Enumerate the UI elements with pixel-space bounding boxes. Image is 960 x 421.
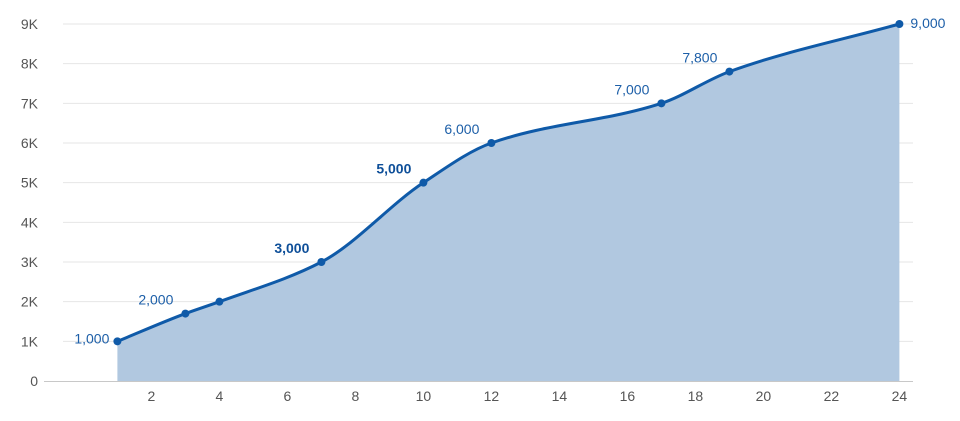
y-tick-label: 0 (30, 373, 38, 389)
y-tick-label: 6K (21, 135, 39, 151)
data-label: 1,000 (74, 330, 109, 346)
x-tick-label: 4 (216, 388, 224, 404)
x-tick-label: 8 (352, 388, 360, 404)
data-label: 6,000 (444, 121, 479, 137)
data-label: 2,000 (138, 292, 173, 308)
data-label: 5,000 (376, 161, 411, 177)
x-tick-label: 14 (552, 388, 568, 404)
data-labels: 1,000 2,000 3,000 5,000 6,000 7,000 7,800 9,000 (74, 15, 945, 346)
y-tick-label: 1K (21, 333, 39, 349)
data-label: 7,000 (614, 81, 649, 97)
data-point[interactable] (725, 67, 734, 76)
data-point[interactable] (317, 258, 326, 266)
x-tick-label: 10 (416, 388, 432, 404)
x-tick-label: 18 (688, 388, 704, 404)
data-point-markers (113, 20, 904, 346)
data-point[interactable] (895, 20, 904, 28)
data-point[interactable] (215, 297, 224, 306)
data-point[interactable] (419, 178, 428, 187)
x-tick-label: 22 (824, 388, 840, 404)
x-axis-tick-labels: 2 4 6 8 10 12 14 16 18 20 22 24 (148, 388, 908, 404)
x-tick-label: 6 (284, 388, 292, 404)
data-label: 9,000 (910, 15, 945, 31)
data-label: 7,800 (682, 50, 717, 66)
y-tick-label: 8K (21, 56, 39, 72)
y-tick-label: 7K (21, 95, 39, 111)
x-tick-label: 20 (756, 388, 772, 404)
data-point[interactable] (113, 337, 122, 346)
y-tick-label: 4K (21, 214, 39, 230)
y-axis-tick-labels: 0 1K 2K 3K 4K 5K 6K 7K 8K 9K (21, 16, 39, 389)
data-point[interactable] (657, 99, 666, 108)
x-tick-label: 16 (620, 388, 636, 404)
data-point[interactable] (487, 139, 496, 147)
x-tick-label: 12 (484, 388, 500, 404)
y-tick-label: 3K (21, 254, 39, 270)
x-tick-label: 24 (892, 388, 908, 404)
data-label: 3,000 (274, 240, 309, 256)
data-point[interactable] (181, 309, 190, 318)
y-tick-label: 5K (21, 175, 39, 191)
y-tick-label: 9K (21, 16, 39, 32)
area-fill (117, 24, 900, 381)
x-tick-label: 2 (148, 388, 156, 404)
y-tick-label: 2K (21, 294, 39, 310)
